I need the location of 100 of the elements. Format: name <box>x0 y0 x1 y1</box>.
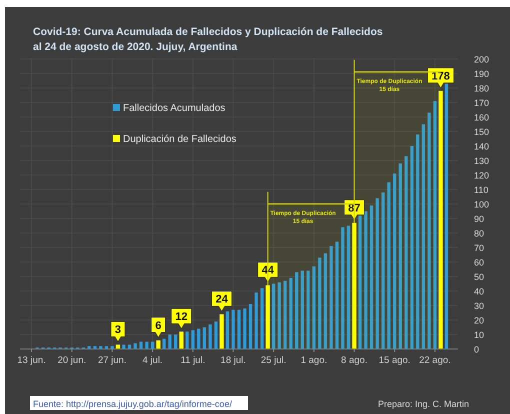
bar <box>324 253 328 349</box>
y-tick-label: 70 <box>474 243 484 253</box>
bar <box>318 258 322 349</box>
y-tick-label: 40 <box>474 286 484 296</box>
data-label: 12 <box>175 311 188 324</box>
x-tick-label: 25 jul. <box>260 355 286 366</box>
y-tick-label: 200 <box>474 54 490 64</box>
y-tick-label: 100 <box>474 200 490 210</box>
bar <box>416 134 420 349</box>
bar <box>341 227 344 349</box>
legend-label: Duplicación de Fallecidos <box>123 134 236 145</box>
x-tick-label: 4 jul. <box>142 355 163 366</box>
y-tick-label: 180 <box>474 84 490 94</box>
bar <box>88 346 91 349</box>
y-tick-label: 30 <box>474 301 484 311</box>
bar <box>428 112 431 349</box>
bar <box>237 310 241 349</box>
bar <box>330 246 333 349</box>
data-label: 3 <box>114 324 122 336</box>
bar <box>232 310 235 349</box>
bar <box>346 226 350 349</box>
bar <box>306 270 310 349</box>
bar <box>312 266 316 349</box>
bar <box>393 174 396 349</box>
x-tick-label: 1 ago. <box>300 355 328 366</box>
y-tick-label: 170 <box>474 98 490 108</box>
bar <box>220 314 224 349</box>
x-tick-label: 13 jun. <box>17 355 46 366</box>
bar <box>179 332 184 349</box>
bar <box>381 192 385 349</box>
bar <box>272 284 276 349</box>
bar <box>266 285 270 349</box>
x-tick-label: 11 jul. <box>180 355 206 366</box>
bar <box>278 282 281 349</box>
y-tick-label: 110 <box>474 185 488 195</box>
text: Preparo: Ing. C. Martin <box>378 399 470 409</box>
bar <box>214 321 218 349</box>
bar <box>404 156 408 349</box>
x-tick-label: 15 ago. <box>378 355 410 366</box>
bar <box>387 182 390 349</box>
bar <box>186 332 189 349</box>
bar <box>99 346 102 349</box>
bar <box>300 270 304 349</box>
bar <box>248 304 252 349</box>
x-tick-label: 22 ago. <box>419 355 451 366</box>
data-label: 6 <box>155 320 162 332</box>
bar <box>289 278 292 349</box>
bar <box>284 280 287 349</box>
y-tick-label: 50 <box>474 272 484 282</box>
bar <box>145 342 148 349</box>
bar <box>444 84 448 349</box>
bar <box>352 222 356 349</box>
y-tick-label: 150 <box>474 127 490 137</box>
y-tick-label: 120 <box>474 170 490 180</box>
bar <box>134 343 137 349</box>
bar <box>174 334 178 349</box>
bar <box>422 124 426 349</box>
legend-label: Fallecidos Acumulados <box>123 103 226 114</box>
chart-title: Covid-19: Curva Acumulada de Fallecidos y Duplicación de Fallecidos al 24 de agosto de 2020. Jujuy, Argentina <box>33 26 383 53</box>
y-tick-label: 90 <box>474 214 484 224</box>
bar <box>254 292 258 349</box>
bar <box>208 324 212 349</box>
y-tick-label: 10 <box>474 330 484 340</box>
bar <box>168 334 172 349</box>
bar <box>295 272 298 349</box>
bar <box>364 211 368 349</box>
data-label: 44 <box>262 264 275 277</box>
x-tick-label: 27 jun. <box>98 355 126 366</box>
bar <box>335 242 339 349</box>
bar <box>243 308 246 349</box>
x-tick-label: 8 ago. <box>341 355 368 366</box>
bar <box>197 328 200 349</box>
y-tick-label: 160 <box>474 112 490 122</box>
bar <box>398 163 402 349</box>
data-label: 87 <box>348 202 360 214</box>
bar <box>110 346 114 349</box>
x-tick-label: 20 jun. <box>58 355 86 366</box>
bar <box>202 327 206 349</box>
bar <box>191 330 194 349</box>
y-tick-label: 130 <box>474 156 490 166</box>
y-tick-label: 140 <box>474 142 490 152</box>
bar <box>370 205 374 349</box>
bar <box>226 311 230 349</box>
y-tick-label: 0 <box>474 344 480 354</box>
bar <box>376 198 379 349</box>
y-tick-label: 60 <box>474 258 484 268</box>
y-tick-label: 80 <box>474 228 484 238</box>
bar <box>358 216 362 349</box>
data-label: 24 <box>216 294 229 306</box>
data-label: 178 <box>432 70 450 82</box>
bar <box>433 101 437 349</box>
bar <box>122 344 126 349</box>
bar <box>260 288 264 349</box>
bar <box>156 340 160 349</box>
x-tick-label: 18 jul. <box>220 355 246 366</box>
bar <box>438 90 443 349</box>
bar <box>410 146 414 349</box>
source-note: Fuente: http://prensa.jujuy.gob.ar/tag/informe-coe/ <box>33 399 232 409</box>
y-tick-label: 20 <box>474 316 484 326</box>
y-tick-label: 190 <box>474 69 490 79</box>
